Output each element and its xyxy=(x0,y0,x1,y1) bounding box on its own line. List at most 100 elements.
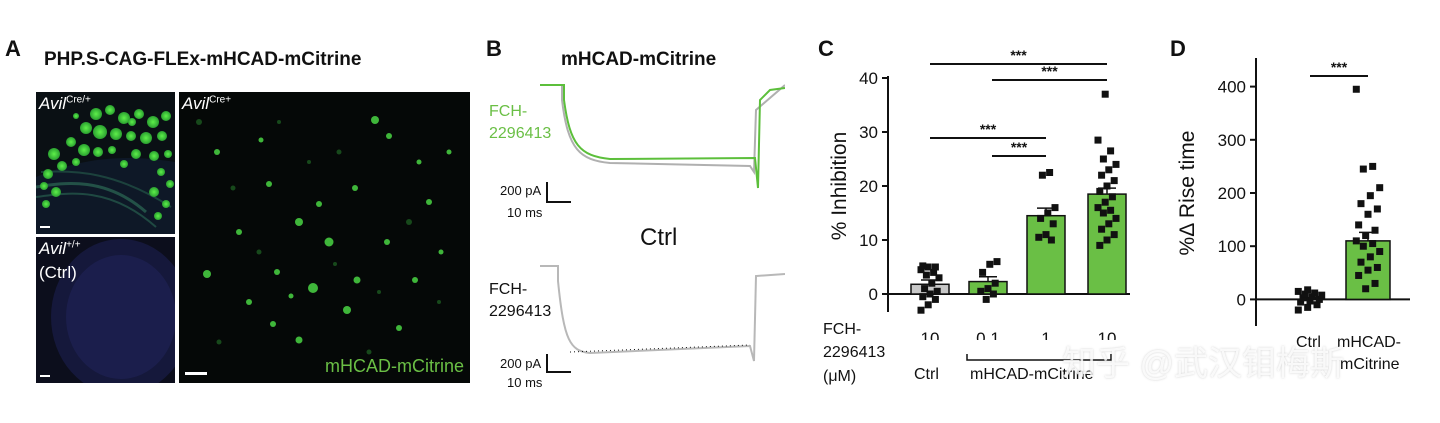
data-point xyxy=(1049,220,1057,228)
data-point xyxy=(1371,226,1379,234)
data-point xyxy=(933,287,941,295)
ctrl-label: Ctrl xyxy=(640,224,678,251)
significance-label: *** xyxy=(1331,59,1348,75)
data-point xyxy=(1369,162,1377,170)
c-xlabel-1: FCH- xyxy=(823,321,862,338)
data-point xyxy=(1299,294,1307,302)
data-point xyxy=(1366,253,1374,261)
data-point xyxy=(1304,303,1312,311)
data-point xyxy=(989,290,997,298)
data-point xyxy=(1311,289,1319,297)
data-point xyxy=(1357,258,1365,266)
data-point xyxy=(931,263,939,271)
x-tick-label: 1 xyxy=(1041,329,1050,340)
significance-label: *** xyxy=(1041,63,1058,79)
data-point xyxy=(1304,286,1312,294)
data-point xyxy=(1369,240,1377,248)
bar xyxy=(1026,214,1066,295)
data-point xyxy=(1101,198,1109,206)
data-point xyxy=(1046,169,1054,176)
data-point xyxy=(928,279,936,287)
data-point xyxy=(1105,166,1113,174)
y-tick-label: 0 xyxy=(1237,290,1246,309)
panel-b-title: mHCAD-mCitrine xyxy=(561,49,717,70)
c-group-bracket xyxy=(966,354,1112,361)
y-tick-label: 200 xyxy=(1218,184,1246,203)
micrograph-avil-wt-image xyxy=(51,239,175,383)
drug-label-black-2: 2296413 xyxy=(489,303,552,320)
micrograph-avil-cre-het-label: AvilCre/+ xyxy=(39,94,91,113)
y-tick-label: 100 xyxy=(1218,237,1246,256)
y-tick-label: 0 xyxy=(869,285,878,304)
data-point xyxy=(1352,237,1360,245)
d-cat-treat-2: mCitrine xyxy=(1340,356,1400,373)
y-tick-label: 40 xyxy=(859,69,878,88)
trace-ctrl xyxy=(540,265,785,362)
data-point xyxy=(1357,200,1365,208)
scale-bar xyxy=(40,226,50,228)
d-cat-ctrl: Ctrl xyxy=(1296,334,1321,351)
scale-bar-ms-1: 10 ms xyxy=(507,205,543,220)
y-tick-label: 300 xyxy=(1218,131,1246,150)
data-point xyxy=(1306,297,1314,305)
x-tick-label: 0.1 xyxy=(976,329,1000,340)
data-point xyxy=(1112,160,1120,168)
data-point xyxy=(1308,293,1316,301)
data-point xyxy=(1110,177,1118,185)
data-point xyxy=(1035,233,1043,241)
d-cat-treat-1: mHCAD- xyxy=(1337,334,1401,351)
data-point xyxy=(1094,136,1102,144)
trace-mcitrine xyxy=(540,84,785,189)
data-point xyxy=(922,271,930,279)
data-point xyxy=(1094,204,1102,212)
data-point xyxy=(1105,220,1113,228)
data-point xyxy=(1110,231,1118,239)
data-point xyxy=(935,274,943,282)
data-point xyxy=(1047,236,1055,244)
data-point xyxy=(1098,225,1106,233)
data-point xyxy=(986,260,994,268)
data-point xyxy=(1108,193,1116,201)
drug-label-black-1: FCH- xyxy=(489,281,528,298)
data-point xyxy=(1098,171,1106,179)
data-point xyxy=(919,262,927,270)
data-point xyxy=(1112,214,1120,222)
y-tick-label: 30 xyxy=(859,123,878,142)
significance-label: *** xyxy=(1010,47,1027,63)
panel-d-chart: 0 100 200 300 400 %Δ Rise time *** xyxy=(1176,58,1410,326)
panel-c-letter: C xyxy=(818,36,834,61)
micrograph-avil-cre-het-image xyxy=(36,105,175,234)
data-point xyxy=(1315,295,1323,303)
significance-label: *** xyxy=(1011,139,1028,155)
data-point xyxy=(1099,155,1107,163)
c-xlabel-3: (μM) xyxy=(823,368,857,385)
scale-bar-pa-2: 200 pA xyxy=(500,356,542,371)
scale-bar-lines-2 xyxy=(546,354,571,373)
c-group-ctrl: Ctrl xyxy=(914,366,939,383)
data-point xyxy=(1376,184,1384,192)
bar xyxy=(1087,193,1127,295)
watermark: 知乎 @武汉钼梅斯 xyxy=(1062,345,1344,383)
drug-label-green-2: 2296413 xyxy=(489,125,552,142)
data-point xyxy=(979,268,987,276)
data-point xyxy=(1037,214,1045,222)
y-tick-label: 400 xyxy=(1218,78,1246,97)
data-point xyxy=(926,290,934,298)
data-point xyxy=(930,268,938,276)
x-tick-label: 10 xyxy=(921,329,940,340)
panel-a-title: PHP.S-CAG-FLEx-mHCAD-mCitrine xyxy=(44,49,362,70)
data-point xyxy=(984,285,992,293)
data-point xyxy=(1318,291,1326,299)
data-point xyxy=(924,301,932,309)
micrograph-caption: mHCAD-mCitrine xyxy=(325,356,464,376)
data-point xyxy=(917,266,925,274)
data-point xyxy=(1297,298,1305,306)
scale-bar-ms-2: 10 ms xyxy=(507,375,543,390)
scale-bar xyxy=(40,375,50,377)
scale-bar-pa-1: 200 pA xyxy=(500,183,542,198)
data-point xyxy=(1359,165,1367,173)
data-point xyxy=(1301,290,1309,298)
y-tick-label: 20 xyxy=(859,177,878,196)
data-point xyxy=(991,279,999,287)
data-point xyxy=(931,295,939,303)
